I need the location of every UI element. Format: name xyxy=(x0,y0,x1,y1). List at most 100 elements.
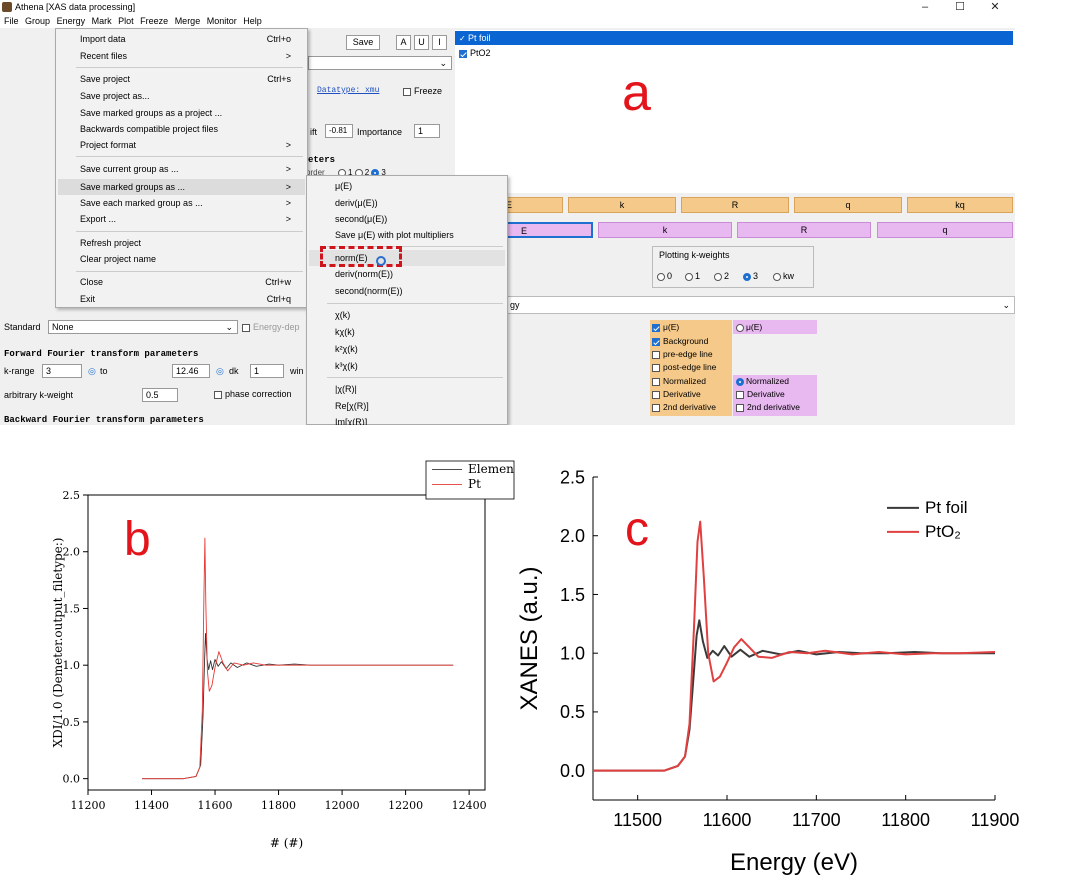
menu-export[interactable]: Export ... xyxy=(80,214,117,224)
save-marked-submenu: μ(E) deriv(μ(E)) second(μ(E)) Save μ(E) … xyxy=(306,175,508,425)
importance-input[interactable]: 1 xyxy=(414,124,440,138)
menu-close[interactable]: Close xyxy=(80,277,104,287)
dk-label: dk xyxy=(229,366,239,376)
maximize-icon[interactable]: ☐ xyxy=(955,1,965,13)
krange-to-input[interactable]: 12.46 xyxy=(172,364,210,378)
opt-marked-normalized[interactable]: Normalized xyxy=(736,376,789,387)
kweight-kw[interactable]: kw xyxy=(773,271,794,281)
submenu-re-chi-r[interactable]: Re[χ(R)] xyxy=(335,401,369,411)
datatype-label[interactable]: Datatype: xmu xyxy=(317,86,380,95)
a-button[interactable]: A xyxy=(396,35,411,50)
submenu-k2-chi-k[interactable]: k²χ(k) xyxy=(335,344,358,354)
menu-recent-files[interactable]: Recent files xyxy=(80,51,128,61)
opt-2nd-derivative[interactable]: 2nd derivative xyxy=(652,402,716,413)
submenu-k3-chi-k[interactable]: k³χ(k) xyxy=(335,361,358,371)
x-tick-label: 11800 xyxy=(261,799,296,812)
series-line-1 xyxy=(142,632,454,780)
opt-normalized[interactable]: Normalized xyxy=(652,376,706,387)
panel-label: c xyxy=(625,503,649,556)
menu-help[interactable]: Help xyxy=(243,16,262,26)
menu-monitor[interactable]: Monitor xyxy=(206,16,237,26)
fft-header: Forward Fourier transform parameters xyxy=(4,349,199,359)
opt-derivative[interactable]: Derivative xyxy=(652,389,701,400)
y-tick-label: 2.0 xyxy=(560,526,585,546)
menu-save-project-as[interactable]: Save project as... xyxy=(80,91,150,101)
submenu-chi-k[interactable]: χ(k) xyxy=(335,310,351,320)
freeze-checkbox[interactable]: Freeze xyxy=(403,86,442,96)
pluck-icon[interactable]: ◎ xyxy=(216,366,224,376)
menu-file[interactable]: File xyxy=(4,16,19,26)
plot-r-button[interactable]: R xyxy=(681,197,789,213)
x-tick-label: 12400 xyxy=(452,799,487,812)
menu-bar: File Group Energy Mark Plot Freeze Merge… xyxy=(0,14,1015,28)
minimize-icon[interactable]: – xyxy=(921,1,929,13)
menu-energy[interactable]: Energy xyxy=(56,16,86,26)
menu-save-current-group[interactable]: Save current group as ... xyxy=(80,164,179,174)
akw-input[interactable]: 0.5 xyxy=(142,388,178,402)
group-checkbox[interactable] xyxy=(459,49,467,58)
menu-plot[interactable]: Plot xyxy=(118,16,134,26)
menu-merge[interactable]: Merge xyxy=(174,16,201,26)
krange-label: k-range xyxy=(4,366,35,376)
pluck-icon[interactable]: ◎ xyxy=(88,366,96,376)
kweight-0[interactable]: 0 xyxy=(657,271,672,281)
plot-q-button[interactable]: q xyxy=(794,197,902,213)
phase-correction-checkbox[interactable]: phase correction xyxy=(214,389,292,399)
menu-refresh-project[interactable]: Refresh project xyxy=(80,238,142,248)
save-button[interactable]: Save xyxy=(346,35,380,50)
krange-from-input[interactable]: 3 xyxy=(42,364,82,378)
u-button[interactable]: U xyxy=(414,35,429,50)
submenu-im-chi-r[interactable]: Im[χ(R)] xyxy=(335,417,368,425)
opt-marked-2nd-derivative[interactable]: 2nd derivative xyxy=(736,402,800,413)
plot-marked-r-button[interactable]: R xyxy=(737,222,871,238)
x-tick-label: 11900 xyxy=(971,810,1020,830)
y-tick-label: 0.5 xyxy=(63,716,81,729)
opt-marked-derivative[interactable]: Derivative xyxy=(736,389,785,400)
group-item-pt-foil[interactable]: ✓ Pt foil xyxy=(455,31,1013,45)
opt-mu[interactable]: μ(E) xyxy=(652,322,679,333)
submenu-k-chi-k[interactable]: kχ(k) xyxy=(335,327,355,337)
menu-project-format[interactable]: Project format xyxy=(80,140,137,150)
plot-marked-q-button[interactable]: q xyxy=(877,222,1013,238)
plot-k-button[interactable]: k xyxy=(568,197,676,213)
submenu-norm[interactable]: norm(E) xyxy=(335,253,368,263)
menu-backwards-compatible[interactable]: Backwards compatible project files xyxy=(80,124,219,134)
plot-marked-k-button[interactable]: k xyxy=(598,222,732,238)
menu-group[interactable]: Group xyxy=(25,16,51,26)
menu-save-marked-groups[interactable]: Save marked groups as ... xyxy=(80,182,186,192)
plot-kq-button[interactable]: kq xyxy=(907,197,1013,213)
standard-select[interactable]: None ⌄ xyxy=(48,320,238,334)
menu-clear-project-name[interactable]: Clear project name xyxy=(80,254,157,264)
menu-freeze[interactable]: Freeze xyxy=(140,16,169,26)
submenu-second-mu[interactable]: second(μ(E)) xyxy=(335,214,388,224)
close-icon[interactable]: ✕ xyxy=(990,1,1000,13)
submenu-deriv-norm[interactable]: deriv(norm(E)) xyxy=(335,269,394,279)
file-field[interactable]: ⌄ xyxy=(308,56,452,70)
opt-post-edge[interactable]: post-edge line xyxy=(652,362,716,373)
menu-save-marked-project[interactable]: Save marked groups as a project ... xyxy=(80,108,223,118)
menu-save-project[interactable]: Save project xyxy=(80,74,131,84)
i-button[interactable]: I xyxy=(432,35,447,50)
x-tick-label: 11600 xyxy=(703,810,752,830)
menu-import-data[interactable]: Import data xyxy=(80,34,126,44)
submenu-mu[interactable]: μ(E) xyxy=(335,181,353,191)
menu-mark[interactable]: Mark xyxy=(91,16,112,26)
energy-row[interactable]: gy ⌄ xyxy=(505,296,1015,314)
shift-input[interactable]: -0.81 xyxy=(325,124,353,138)
y-tick-label: 1.0 xyxy=(560,643,585,663)
menu-save-each-marked-group[interactable]: Save each marked group as ... xyxy=(80,198,203,208)
opt-background[interactable]: Background xyxy=(652,336,708,347)
menu-exit[interactable]: Exit xyxy=(80,294,96,304)
kweight-2[interactable]: 2 xyxy=(714,271,729,281)
dk-input[interactable]: 1 xyxy=(250,364,284,378)
submenu-save-mu-multipliers[interactable]: Save μ(E) with plot multipliers xyxy=(335,230,454,240)
submenu-second-norm[interactable]: second(norm(E)) xyxy=(335,286,403,296)
kweight-3[interactable]: 3 xyxy=(743,271,758,281)
submenu-deriv-mu[interactable]: deriv(μ(E)) xyxy=(335,198,378,208)
energy-dep-checkbox[interactable]: Energy-dep xyxy=(242,322,300,332)
submenu-abs-chi-r[interactable]: |χ(R)| xyxy=(335,384,357,394)
group-item-pto2[interactable]: PtO2 xyxy=(455,46,1013,60)
kweight-1[interactable]: 1 xyxy=(685,271,700,281)
opt-marked-mu[interactable]: μ(E) xyxy=(736,322,762,333)
opt-pre-edge[interactable]: pre-edge line xyxy=(652,349,713,360)
